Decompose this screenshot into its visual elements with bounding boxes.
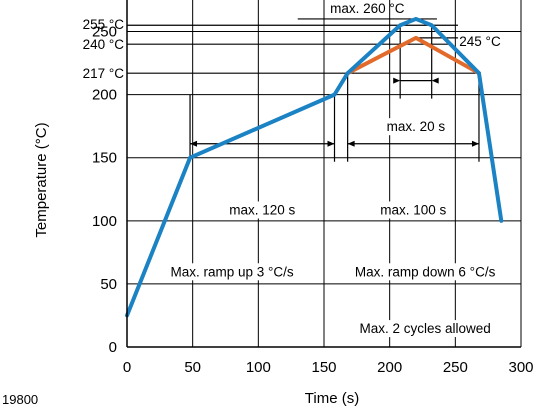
annotation: max. 100 s (380, 202, 446, 217)
arrowhead (347, 140, 355, 147)
x-tick-label: 150 (311, 359, 336, 376)
reference-label: 255 °C (83, 17, 125, 32)
annotation: max. 20 s (387, 119, 446, 134)
series-line (345, 35, 481, 76)
tick-labels: 0 50 100 150 200 250 300 0 50 100 150 200 250 (92, 24, 534, 376)
annotation-background (383, 118, 449, 136)
y-axis-label: Temperature (°C) (33, 122, 50, 237)
reference-label: 245 °C (459, 34, 501, 49)
y-tick-label: 50 (100, 276, 117, 293)
series (125, 16, 504, 318)
arrowhead (393, 77, 401, 84)
annotation: Max. 2 cycles allowed (359, 321, 490, 336)
annotation-background (351, 263, 499, 281)
arrowhead (471, 140, 479, 147)
arrowhead (431, 77, 439, 84)
reference-label: max. 260 °C (330, 1, 405, 16)
annotation-background (226, 201, 299, 219)
plot-frame (126, 0, 521, 348)
reference-lines (127, 18, 479, 74)
y-tick-label: 100 (92, 213, 117, 230)
annotation: Max. ramp down 6 °C/s (355, 264, 496, 279)
annotation: max. 120 s (229, 202, 295, 217)
x-tick-label: 100 (246, 359, 271, 376)
annotation-background (377, 201, 450, 219)
x-tick-label: 200 (377, 359, 402, 376)
y-tick-label: 250 (92, 24, 117, 41)
reference-label: 240 °C (83, 37, 125, 52)
annotation-background (356, 320, 494, 338)
x-tick-label: 300 (508, 359, 533, 376)
arrowhead (327, 140, 335, 147)
grid (126, 0, 522, 348)
annotations: 217 °C 240 °C 245 °C 255 °C max. 260 °C max. … (83, 1, 501, 338)
arrowhead (190, 140, 198, 147)
figure-id: 19800 (2, 392, 38, 407)
x-axis-label: Time (s) (305, 390, 359, 407)
y-tick-label: 200 (92, 87, 117, 104)
y-tick-label: 0 (109, 339, 117, 356)
annotation-background (167, 263, 297, 281)
x-tick-label: 0 (123, 359, 131, 376)
x-tick-label: 50 (184, 359, 201, 376)
x-tick-label: 250 (443, 359, 468, 376)
y-tick-label: 150 (92, 150, 117, 167)
reference-label: 217 °C (83, 66, 125, 81)
annotation: Max. ramp up 3 °C/s (170, 264, 293, 279)
segment-markers (189, 25, 480, 162)
series-line (125, 16, 504, 318)
